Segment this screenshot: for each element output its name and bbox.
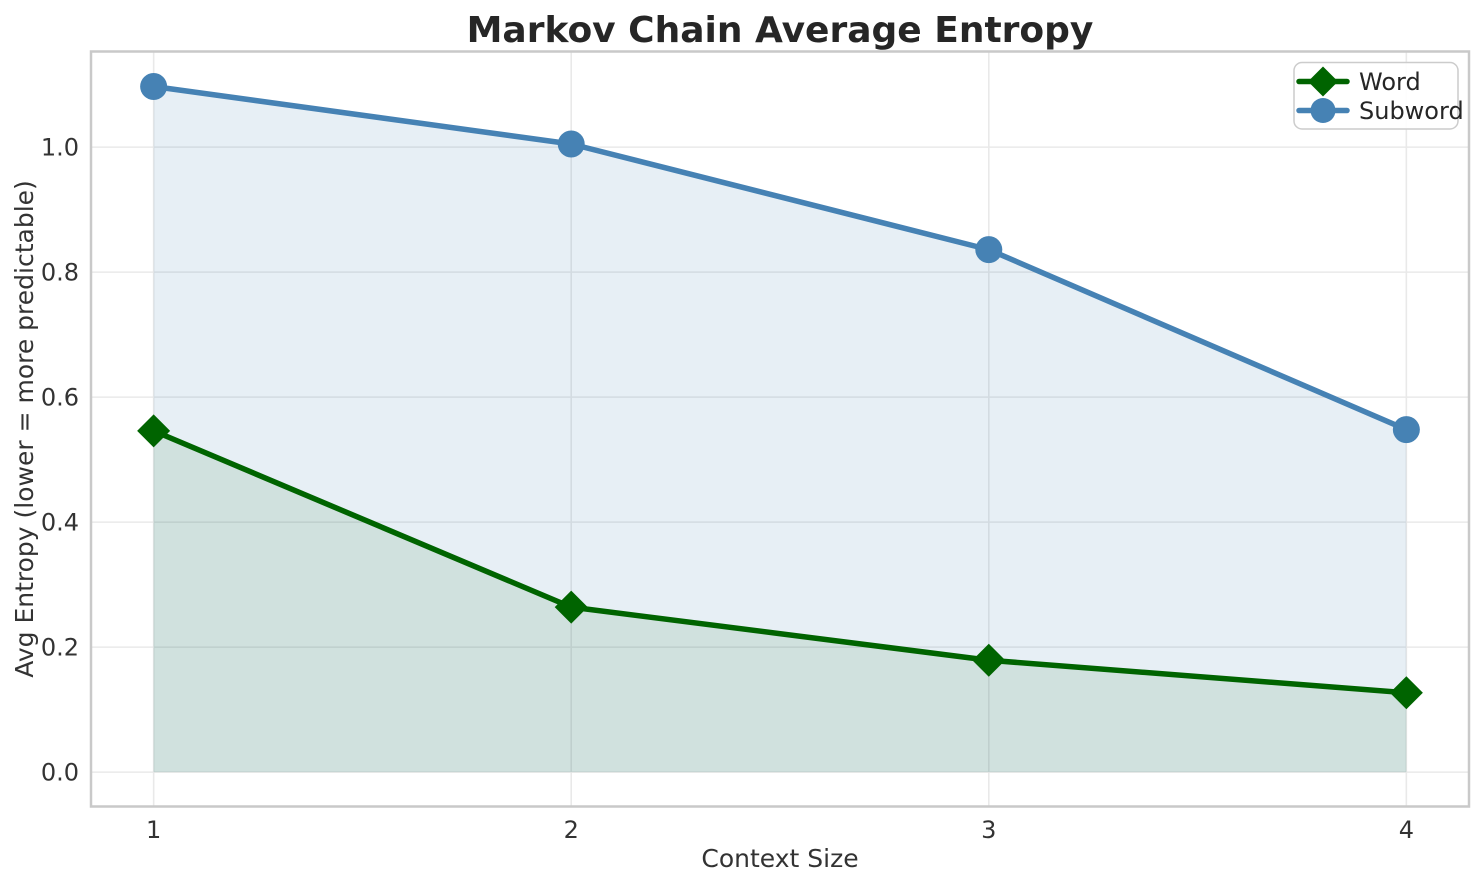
word-series-line	[150, 428, 1410, 696]
tick-label-layer: 1 2 3 4 0.0 0.2 0.4 0.6 0.8 1.0	[41, 134, 1414, 844]
subword-data-point-marker	[975, 236, 1003, 264]
subword-data-point-marker	[140, 73, 168, 100]
x-tick-label: 3	[981, 816, 996, 844]
word-data-point-marker	[1389, 676, 1423, 710]
series-layer	[137, 73, 1423, 710]
area-fill-layer	[153, 86, 1407, 773]
x-tick-label: 1	[146, 816, 161, 844]
word-fill-area	[153, 430, 1407, 773]
y-tick-label: 1.0	[41, 134, 79, 162]
plot-border	[89, 50, 1471, 808]
x-tick-label: 2	[564, 816, 579, 844]
word-data-point-marker	[554, 590, 588, 624]
legend-item-word: Word	[1296, 66, 1421, 97]
word-data-point-marker	[972, 643, 1006, 677]
y-tick-label: 0.0	[41, 759, 79, 787]
y-tick-label: 0.2	[41, 634, 79, 662]
legend-label: Word	[1359, 68, 1421, 96]
grid-layer	[91, 51, 1469, 807]
subword-data-point-marker	[557, 130, 585, 158]
legend-subword-circle-icon	[1310, 98, 1336, 123]
subword-data-point-marker	[1392, 416, 1420, 444]
y-tick-label: 0.8	[41, 259, 79, 287]
x-axis-label: Context Size	[701, 844, 858, 873]
y-axis-label: Avg Entropy (lower = more predictable)	[10, 180, 39, 678]
legend-label: Subword	[1359, 97, 1464, 125]
word-data-point-marker	[137, 414, 171, 448]
subword-series-line	[150, 83, 1410, 433]
chart-title: Markov Chain Average Entropy	[467, 10, 1094, 51]
legend-word-diamond-icon	[1308, 66, 1338, 97]
x-tick-label: 4	[1399, 816, 1414, 844]
y-tick-label: 0.4	[41, 509, 79, 537]
legend-item-subword: Subword	[1296, 97, 1464, 125]
subword-fill-area	[153, 86, 1407, 773]
y-tick-label: 0.6	[41, 384, 79, 412]
